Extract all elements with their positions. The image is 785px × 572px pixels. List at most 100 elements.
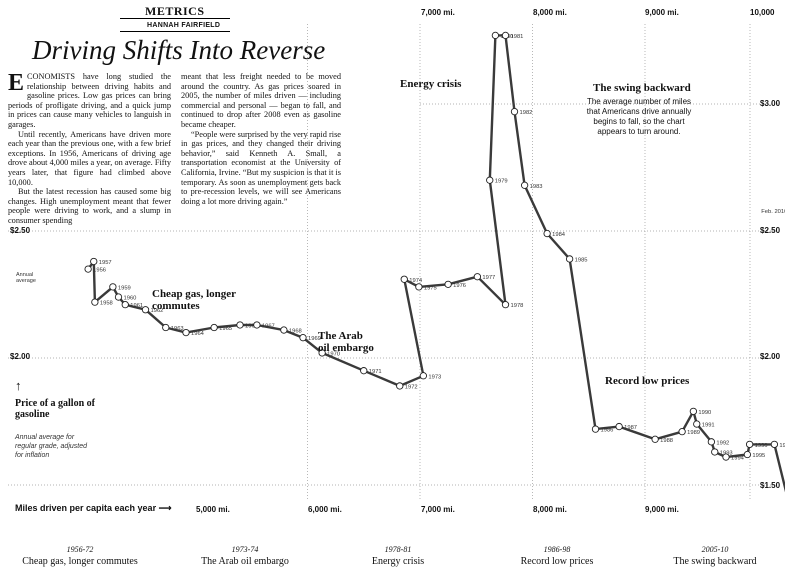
year-label-1997: 1997 (779, 443, 785, 449)
header-rule-bottom (120, 31, 230, 32)
era-dates-5: 2005-10 (701, 545, 729, 554)
data-point-1976 (444, 280, 452, 288)
year-label-1984: 1984 (552, 232, 566, 238)
year-label-1957: 1957 (99, 260, 112, 266)
x-tick-bottom-7000: 7,000 mi. (421, 505, 455, 514)
header-rule-top (120, 18, 230, 19)
right-arrow-icon: ⟶ (158, 503, 172, 513)
data-point-1970 (318, 349, 326, 357)
x-tick-bottom-9000: 9,000 mi. (645, 505, 679, 514)
annual-average-label: Annual average (16, 272, 36, 284)
data-point-1993 (711, 448, 719, 456)
year-label-1959: 1959 (118, 285, 131, 291)
annotation-record-low: Record low prices (605, 375, 690, 387)
data-point-1964 (182, 328, 190, 337)
era-name-3: Energy crisis (371, 556, 425, 567)
year-label-1974: 1974 (409, 278, 423, 284)
data-point-1958 (91, 298, 99, 306)
year-label-1967: 1967 (262, 323, 275, 329)
year-label-1987: 1987 (624, 425, 637, 431)
year-label-1978: 1978 (511, 303, 524, 309)
year-label-1991: 1991 (702, 423, 715, 429)
data-point-1969 (299, 334, 307, 342)
era-dates-2: 1973-74 (231, 545, 259, 554)
year-label-1964: 1964 (191, 331, 205, 337)
y-axis-title: Price of a gallon of gasoline (15, 398, 95, 420)
data-point-1972 (396, 382, 404, 390)
x-tick-top-10000: 10,000 (750, 8, 775, 17)
data-point-1987 (615, 422, 623, 431)
data-point-1968 (280, 326, 288, 334)
year-label-1988: 1988 (660, 438, 673, 444)
data-point-1974 (400, 275, 408, 283)
data-point-1977 (473, 273, 482, 281)
year-label-1986: 1986 (601, 428, 614, 434)
data-point-1957 (90, 257, 98, 266)
year-label-1982: 1982 (520, 110, 533, 116)
year-label-1976: 1976 (453, 283, 466, 289)
year-label-1956: 1956 (93, 268, 106, 274)
year-label-1958: 1958 (100, 301, 113, 307)
year-label-1979: 1979 (495, 179, 508, 185)
data-point-1990 (689, 407, 698, 415)
data-point-1975 (415, 283, 423, 291)
annotation-energy-crisis: Energy crisis (400, 78, 462, 90)
year-label-1960: 1960 (124, 296, 137, 302)
year-label-1996: 1996 (755, 443, 768, 449)
year-label-1970: 1970 (327, 351, 340, 357)
era-name-4: Record low prices (520, 556, 594, 567)
x-tick-top-9000: 9,000 mi. (645, 8, 679, 17)
year-label-1972: 1972 (405, 384, 418, 390)
year-label-1969: 1969 (308, 336, 321, 342)
byline: HANNAH FAIRFIELD (147, 22, 221, 29)
x-axis-title: Miles driven per capita each year ⟶ (15, 503, 172, 513)
article-column-2: meant that less freight needed to be mov… (181, 72, 341, 206)
data-point-1981 (501, 31, 510, 40)
annotation-swing-title: The swing backward (593, 82, 691, 94)
data-point-1982 (510, 107, 519, 116)
data-point-1978 (501, 301, 510, 309)
data-point-1994 (722, 453, 730, 461)
data-point-1962 (141, 306, 150, 314)
annotation-arab-embargo: The Arab oil embargo (318, 330, 374, 354)
year-label-1985: 1985 (575, 257, 588, 263)
y-axis-subtitle: Annual average for regular grade, adjust… (15, 434, 87, 459)
year-label-1981: 1981 (511, 34, 524, 40)
data-point-1985 (565, 255, 574, 263)
year-label-1966: 1966 (245, 323, 258, 329)
article-paragraph-3: But the latest recession has caused some… (8, 187, 171, 225)
x-tick-bottom-8000: 8,000 mi. (533, 505, 567, 514)
data-series-line (87, 34, 785, 493)
year-label-1971: 1971 (369, 369, 382, 375)
data-point-1984 (543, 229, 551, 238)
era-dates-4: 1986-98 (543, 545, 571, 554)
article-paragraph-4: meant that less freight needed to be mov… (181, 72, 341, 129)
data-point-1960 (114, 293, 123, 301)
y-tick-right-1-50: $1.50 (760, 481, 781, 490)
year-label-1992: 1992 (716, 440, 729, 446)
year-label-1977: 1977 (482, 275, 495, 281)
era-dates-1: 1956-72 (66, 545, 94, 554)
year-label-1965: 1965 (219, 326, 232, 332)
data-point-1956 (84, 265, 92, 273)
data-point-1959 (109, 283, 117, 291)
y-tick-right-2-00: $2.00 (760, 352, 781, 361)
article-paragraph-2: Until recently, Americans have driven mo… (8, 129, 171, 187)
data-point-1966 (236, 321, 244, 329)
data-point-1979 (486, 176, 494, 184)
headline: Driving Shifts Into Reverse (32, 35, 326, 65)
year-label-1961: 1961 (130, 303, 143, 309)
up-arrow-icon: ↑ (15, 378, 22, 393)
year-label-1975: 1975 (424, 285, 437, 291)
section-label: METRICS (145, 4, 205, 18)
data-point-1989 (678, 428, 686, 436)
data-point-1980 (491, 31, 500, 40)
data-point-1963 (162, 323, 170, 332)
data-point-1983 (520, 181, 529, 189)
year-label-1989: 1989 (687, 430, 700, 436)
data-point-1971 (360, 367, 368, 375)
x-tick-bottom-5000: 5,000 mi. (196, 505, 230, 514)
y-tick-left-2-00: $2.00 (10, 352, 31, 361)
article-paragraph-1: CONOMISTS have long studied the relation… (8, 72, 171, 129)
